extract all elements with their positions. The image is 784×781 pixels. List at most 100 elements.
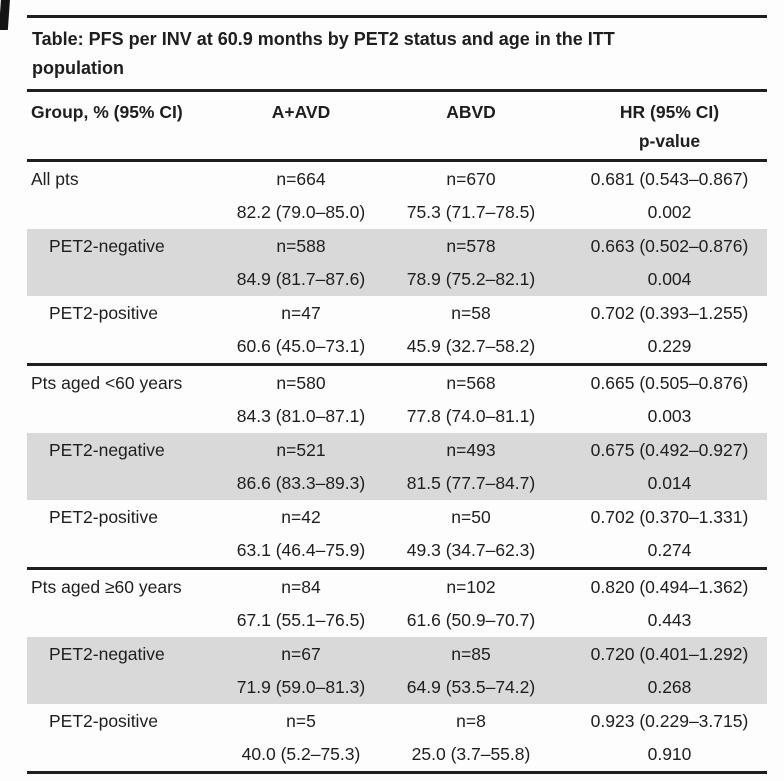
aavd-count: n=521 — [276, 440, 326, 460]
p-value: 0.002 — [647, 202, 692, 222]
hr-value: 0.720 (0.401–1.292) — [590, 644, 749, 664]
aavd-cell: n=664 82.2 (79.0–85.0) — [212, 161, 390, 230]
aavd-cell: n=580 84.3 (81.0–87.1) — [212, 365, 390, 434]
aavd-count: n=664 — [276, 169, 326, 189]
abvd-count: n=493 — [446, 440, 496, 460]
p-value: 0.274 — [647, 540, 692, 560]
aavd-estimate: 82.2 (79.0–85.0) — [236, 202, 366, 222]
table-row: Pts aged <60 years n=580 84.3 (81.0–87.1… — [27, 364, 767, 434]
aavd-cell: n=588 84.9 (81.7–87.6) — [212, 229, 390, 296]
abvd-estimate: 78.9 (75.2–82.1) — [406, 269, 536, 289]
aavd-estimate: 63.1 (46.4–75.9) — [236, 540, 366, 560]
header-row: Group, % (95% CI) A+AVD ABVD HR (95% CI)… — [27, 92, 767, 161]
column-header-hr-pvalue: HR (95% CI) p-value — [552, 92, 767, 161]
aavd-estimate: 86.6 (83.3–89.3) — [236, 473, 366, 493]
group-cell: PET2-positive — [27, 704, 212, 773]
group-label: PET2-positive — [49, 303, 158, 323]
column-header-aavd: A+AVD — [271, 102, 331, 122]
table-header: Group, % (95% CI) A+AVD ABVD HR (95% CI)… — [27, 92, 767, 161]
column-header-abvd: ABVD — [446, 102, 496, 122]
p-value: 0.003 — [647, 406, 692, 426]
hr-value: 0.702 (0.370–1.331) — [590, 507, 749, 527]
results-table-page: Table: PFS per INV at 60.9 months by PET… — [27, 15, 767, 774]
aavd-cell: n=67 71.9 (59.0–81.3) — [212, 637, 390, 704]
aavd-cell: n=521 86.6 (83.3–89.3) — [212, 433, 390, 500]
aavd-count: n=588 — [276, 236, 326, 256]
p-value: 0.004 — [647, 269, 692, 289]
abvd-cell: n=670 75.3 (71.7–78.5) — [390, 161, 552, 230]
hr-value: 0.663 (0.502–0.876) — [590, 236, 749, 256]
group-cell: All pts — [27, 161, 212, 230]
group-cell: Pts aged <60 years — [27, 365, 212, 434]
abvd-count: n=85 — [451, 644, 491, 664]
column-header-group: Group, % (95% CI) — [31, 102, 183, 122]
group-cell: Pts aged ≥60 years — [27, 569, 212, 638]
abvd-cell: n=8 25.0 (3.7–55.8) — [390, 704, 552, 773]
aavd-estimate: 67.1 (55.1–76.5) — [236, 610, 366, 630]
table-title: Table: PFS per INV at 60.9 months by PET… — [27, 15, 767, 92]
group-cell: PET2-positive — [27, 500, 212, 569]
group-label: PET2-negative — [49, 644, 165, 664]
abvd-cell: n=102 61.6 (50.9–70.7) — [390, 569, 552, 638]
p-value: 0.443 — [647, 610, 692, 630]
table-title-line-2: population — [32, 58, 124, 78]
p-value: 0.229 — [647, 336, 692, 356]
aavd-estimate: 71.9 (59.0–81.3) — [236, 677, 366, 697]
hr-cell: 0.663 (0.502–0.876) 0.004 — [552, 229, 767, 296]
group-label: PET2-negative — [49, 440, 165, 460]
group-label: PET2-negative — [49, 236, 165, 256]
aavd-count: n=42 — [281, 507, 321, 527]
abvd-cell: n=50 49.3 (34.7–62.3) — [390, 500, 552, 569]
group-label: PET2-positive — [49, 711, 158, 731]
hr-value: 0.923 (0.229–3.715) — [590, 711, 749, 731]
pfs-results-table: Group, % (95% CI) A+AVD ABVD HR (95% CI)… — [27, 92, 767, 774]
abvd-count: n=670 — [446, 169, 496, 189]
table-body: All pts n=664 82.2 (79.0–85.0) n=670 75.… — [27, 160, 767, 773]
aavd-estimate: 84.3 (81.0–87.1) — [236, 406, 366, 426]
abvd-cell: n=58 45.9 (32.7–58.2) — [390, 296, 552, 365]
table-row: PET2-positive n=42 63.1 (46.4–75.9) n=50… — [27, 500, 767, 569]
hr-value: 0.675 (0.492–0.927) — [590, 440, 749, 460]
abvd-estimate: 64.9 (53.5–74.2) — [406, 677, 536, 697]
hr-cell: 0.923 (0.229–3.715) 0.910 — [552, 704, 767, 773]
aavd-cell: n=47 60.6 (45.0–73.1) — [212, 296, 390, 365]
group-label: Pts aged <60 years — [31, 373, 183, 393]
group-cell: PET2-negative — [27, 637, 212, 704]
abvd-cell: n=85 64.9 (53.5–74.2) — [390, 637, 552, 704]
hr-cell: 0.702 (0.370–1.331) 0.274 — [552, 500, 767, 569]
group-label: All pts — [31, 169, 79, 189]
abvd-count: n=102 — [446, 577, 496, 597]
aavd-count: n=580 — [276, 373, 326, 393]
aavd-count: n=47 — [281, 303, 321, 323]
abvd-count: n=58 — [451, 303, 491, 323]
abvd-cell: n=493 81.5 (77.7–84.7) — [390, 433, 552, 500]
group-cell: PET2-negative — [27, 229, 212, 296]
abvd-cell: n=578 78.9 (75.2–82.1) — [390, 229, 552, 296]
aavd-estimate: 60.6 (45.0–73.1) — [236, 336, 366, 356]
hr-cell: 0.820 (0.494–1.362) 0.443 — [552, 569, 767, 638]
table-row: PET2-negative n=588 84.9 (81.7–87.6) n=5… — [27, 229, 767, 296]
abvd-estimate: 49.3 (34.7–62.3) — [406, 540, 536, 560]
hr-cell: 0.675 (0.492–0.927) 0.014 — [552, 433, 767, 500]
aavd-count: n=67 — [281, 644, 321, 664]
abvd-count: n=8 — [456, 711, 486, 731]
abvd-estimate: 45.9 (32.7–58.2) — [406, 336, 536, 356]
abvd-cell: n=568 77.8 (74.0–81.1) — [390, 365, 552, 434]
hr-header-line: HR (95% CI) — [619, 102, 720, 122]
table-row: PET2-negative n=67 71.9 (59.0–81.3) n=85… — [27, 637, 767, 704]
hr-cell: 0.720 (0.401–1.292) 0.268 — [552, 637, 767, 704]
aavd-cell: n=5 40.0 (5.2–75.3) — [212, 704, 390, 773]
abvd-estimate: 75.3 (71.7–78.5) — [406, 202, 536, 222]
scan-artifact-mark — [0, 0, 11, 30]
hr-cell: 0.665 (0.505–0.876) 0.003 — [552, 365, 767, 434]
abvd-estimate: 61.6 (50.9–70.7) — [406, 610, 536, 630]
abvd-estimate: 77.8 (74.0–81.1) — [406, 406, 536, 426]
aavd-count: n=84 — [281, 577, 321, 597]
abvd-count: n=578 — [446, 236, 496, 256]
group-label: PET2-positive — [49, 507, 158, 527]
p-value: 0.910 — [647, 744, 692, 764]
abvd-estimate: 25.0 (3.7–55.8) — [411, 744, 531, 764]
abvd-count: n=50 — [451, 507, 491, 527]
hr-value: 0.820 (0.494–1.362) — [590, 577, 749, 597]
